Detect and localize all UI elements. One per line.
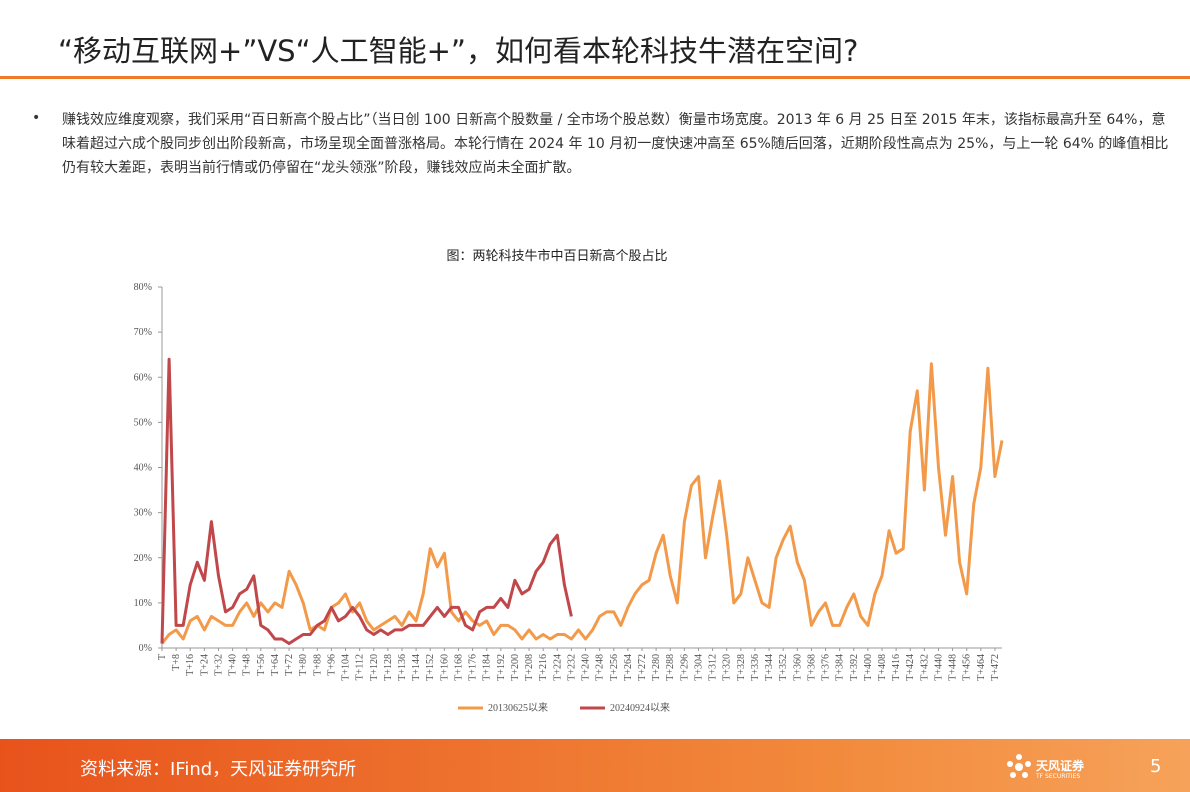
x-tick-label: T+72 (284, 654, 295, 676)
x-tick-label: T+288 (665, 654, 676, 681)
x-tick-label: T+128 (383, 654, 394, 681)
x-tick-label: T+96 (326, 654, 337, 676)
y-tick-label: 0% (139, 643, 152, 654)
x-tick-label: T+272 (637, 654, 648, 681)
legend-label: 20130625以来 (488, 702, 548, 714)
x-tick-label: T+152 (425, 654, 436, 681)
x-tick-label: T+88 (312, 654, 323, 676)
x-tick-label: T+192 (496, 654, 507, 681)
source: 资料来源：IFind，天风证券研究所 (80, 759, 357, 780)
x-tick-label: T+208 (524, 654, 535, 681)
logo-subtext: TF SECURITIES (1036, 773, 1081, 780)
x-tick-label: T+112 (355, 654, 366, 680)
bullet-text: 赚钱效应维度观察，我们采用“百日新高个股占比”（当日创 100 日新高个股数量 … (62, 112, 1169, 176)
x-tick-label: T+104 (341, 654, 352, 681)
y-tick-label: 70% (134, 327, 152, 338)
x-tick-label: T+56 (256, 654, 267, 676)
y-tick-label: 20% (134, 553, 152, 564)
x-tick-label: T+312 (708, 654, 719, 681)
x-tick-label: T+200 (510, 654, 521, 681)
x-tick-label: T+80 (298, 654, 309, 676)
legend-label: 20240924以来 (610, 702, 670, 714)
x-tick-label: T+456 (962, 654, 973, 681)
x-tick-label: T+424 (905, 654, 916, 681)
y-tick-label: 40% (134, 463, 152, 474)
chart-title: 图：两轮科技牛市中百日新高个股占比 (446, 248, 667, 264)
slide-title: “移动互联网+”VS“人工智能+”，如何看本轮科技牛潜在空间? (58, 34, 859, 68)
x-tick-label: T+240 (581, 654, 592, 681)
x-tick-label: T+184 (482, 654, 493, 681)
x-tick-label: T+224 (552, 654, 563, 681)
x-tick-label: T+472 (990, 654, 1001, 681)
x-tick-label: T+296 (679, 654, 690, 681)
x-tick-label: T+24 (199, 654, 210, 676)
x-tick-label: T+440 (933, 654, 944, 681)
x-tick-label: T+408 (877, 654, 888, 681)
page-number: 5 (1150, 756, 1162, 777)
x-tick-label: T+352 (778, 654, 789, 681)
logo-text: 天风证券 (1036, 759, 1085, 773)
x-tick-label: T+344 (764, 654, 775, 681)
logo-icon (1007, 754, 1031, 778)
x-tick-label: T+136 (397, 654, 408, 681)
x-tick-label: T+320 (722, 654, 733, 681)
x-tick-label: T+256 (609, 654, 620, 681)
x-tick-label: T+376 (821, 654, 832, 681)
x-tick-label: T+400 (863, 654, 874, 681)
x-tick-label: T+248 (595, 654, 606, 681)
x-tick-label: T+336 (750, 654, 761, 681)
y-tick-label: 10% (134, 598, 152, 609)
x-tick-label: T+40 (228, 654, 239, 676)
footer-band (0, 739, 1190, 792)
x-tick-label: T+328 (736, 654, 747, 681)
x-tick-label: T (157, 654, 168, 660)
x-tick-label: T+392 (849, 654, 860, 681)
x-tick-label: T+144 (411, 654, 422, 681)
x-tick-label: T+160 (439, 654, 450, 681)
x-tick-label: T+368 (806, 654, 817, 681)
x-tick-label: T+48 (242, 654, 253, 676)
x-tick-label: T+384 (835, 654, 846, 681)
x-tick-label: T+432 (919, 654, 930, 681)
x-tick-label: T+280 (651, 654, 662, 681)
x-tick-label: T+168 (453, 654, 464, 681)
bullet-dot: • (32, 110, 41, 126)
x-tick-label: T+448 (948, 654, 959, 681)
y-tick-label: 50% (134, 417, 152, 428)
x-tick-label: T+8 (171, 654, 182, 671)
chart: 图：两轮科技牛市中百日新高个股占比 0% 10% 20% 30% 40% 50% 60% 70… (134, 248, 1004, 714)
x-tick-label: T+360 (792, 654, 803, 681)
x-tick-label: T+32 (213, 654, 224, 676)
series-line (160, 362, 1004, 645)
y-tick-label: 30% (134, 508, 152, 519)
x-tick-label: T+416 (891, 654, 902, 681)
x-tick-label: T+120 (369, 654, 380, 681)
x-tick-label: T+304 (693, 654, 704, 681)
x-tick-label: T+232 (566, 654, 577, 681)
x-tick-label: T+16 (185, 654, 196, 676)
y-tick-label: 80% (134, 282, 152, 293)
x-tick-label: T+216 (538, 654, 549, 681)
title-rule (0, 76, 1190, 79)
series-line (160, 357, 573, 645)
x-tick-label: T+176 (468, 654, 479, 681)
x-tick-label: T+464 (976, 654, 987, 681)
x-tick-label: T+264 (623, 654, 634, 681)
y-tick-label: 60% (134, 372, 152, 383)
x-tick-label: T+64 (270, 654, 281, 676)
